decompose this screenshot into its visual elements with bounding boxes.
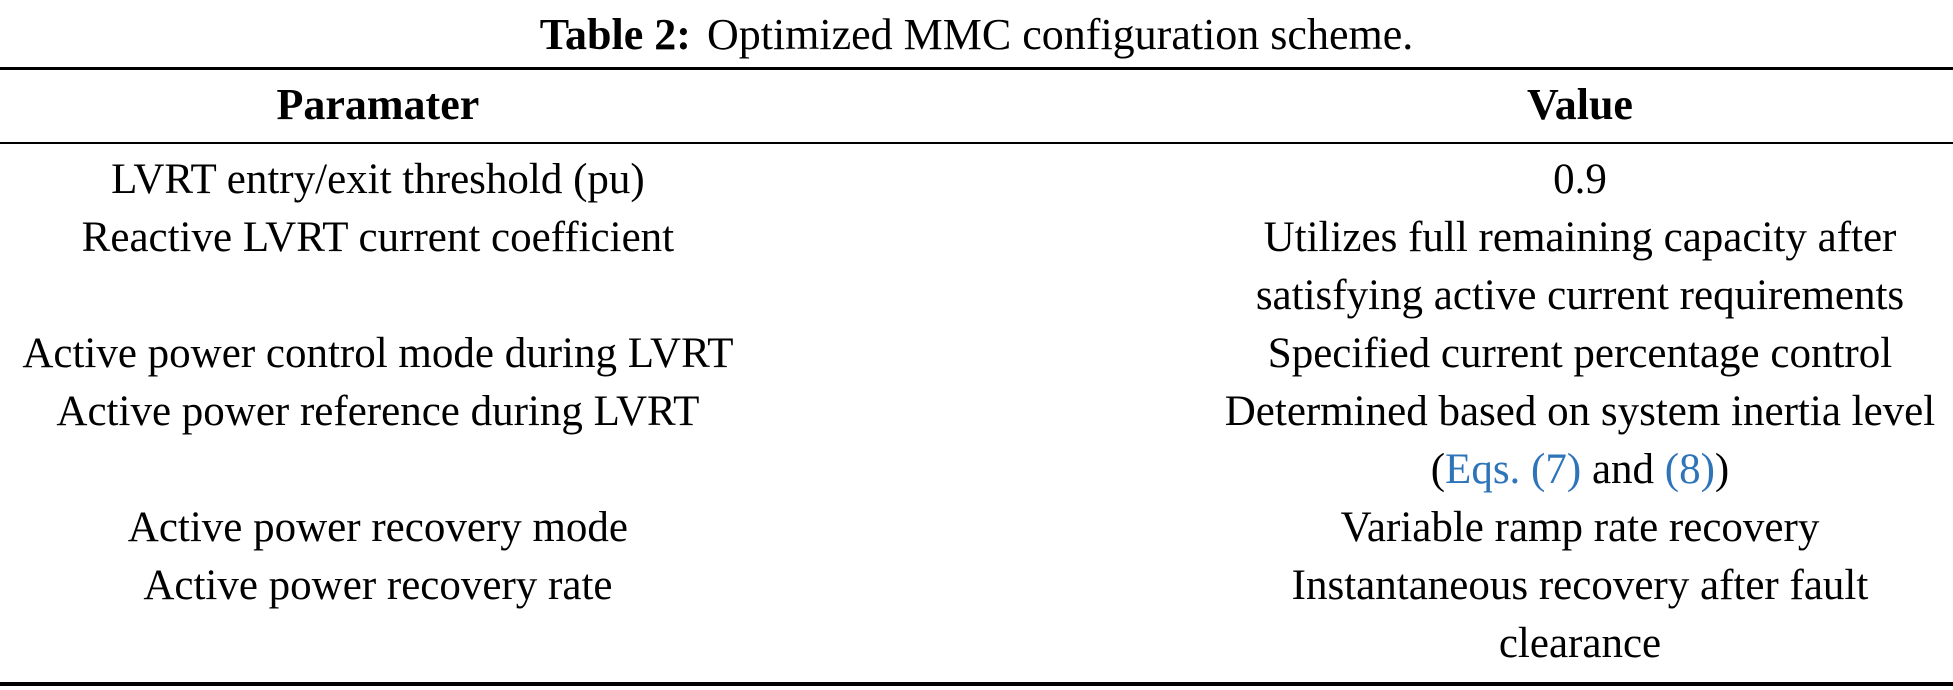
value-text: Instantaneous recovery after fault clear… <box>1291 562 1869 667</box>
column-gap <box>756 557 1207 673</box>
equation-link[interactable]: Eqs. (7) <box>1445 446 1582 493</box>
equation-link[interactable]: (8) <box>1664 446 1715 493</box>
table-header-rule <box>0 142 1953 144</box>
parameter-cell: Reactive LVRT current coefficient <box>81 214 675 261</box>
column-gap <box>756 499 1207 557</box>
column-gap <box>756 209 1207 325</box>
table-top-rule <box>0 67 1953 70</box>
caption-text: Optimized MMC configuration scheme. <box>706 10 1414 59</box>
column-gap <box>756 151 1207 209</box>
parameter-cell: LVRT entry/exit threshold (pu) <box>111 156 645 203</box>
table-row: Active power recovery rate Instantaneous … <box>0 557 1953 673</box>
table-caption: Table 2: Optimized MMC configuration sche… <box>0 0 1953 67</box>
value-cell: Determined based on system inertia level… <box>1207 383 1953 499</box>
parameter-cell: Active power reference during LVRT <box>56 388 700 435</box>
value-cell: 0.9 <box>1207 151 1953 209</box>
value-text: Specified current percentage control <box>1267 330 1893 377</box>
column-header-value: Value <box>1527 80 1633 129</box>
table-body: LVRT entry/exit threshold (pu) 0.9 Reactiv… <box>0 144 1953 682</box>
value-text: 0.9 <box>1553 156 1607 203</box>
column-gap <box>756 325 1207 383</box>
value-cell: Variable ramp rate recovery <box>1207 499 1953 557</box>
column-gap <box>756 82 1207 128</box>
parameter-cell: Active power control mode during LVRT <box>22 330 734 377</box>
table-row: Reactive LVRT current coefficient Utilize… <box>0 209 1953 325</box>
parameter-cell: Active power recovery mode <box>127 504 629 551</box>
value-text: and <box>1581 446 1665 493</box>
value-cell: Instantaneous recovery after fault clear… <box>1207 557 1953 673</box>
table-row: LVRT entry/exit threshold (pu) 0.9 <box>0 151 1953 209</box>
column-header-parameter: Paramater <box>276 80 480 129</box>
value-text: Utilizes full remaining capacity after s… <box>1255 214 1905 319</box>
table-row: Active power control mode during LVRT Spe… <box>0 325 1953 383</box>
value-text: ) <box>1714 446 1730 493</box>
table-header-row: Paramater Value <box>0 70 1953 142</box>
column-gap <box>756 383 1207 499</box>
table-row: Active power reference during LVRT Determ… <box>0 383 1953 499</box>
value-text: Variable ramp rate recovery <box>1340 504 1820 551</box>
value-cell: Specified current percentage control <box>1207 325 1953 383</box>
caption-label: Table 2: <box>539 10 691 59</box>
parameter-cell: Active power recovery rate <box>143 562 613 609</box>
table-row: Active power recovery mode Variable ramp … <box>0 499 1953 557</box>
value-text: Determined based on system inertia level… <box>1224 388 1936 493</box>
table-bottom-rule <box>0 682 1953 686</box>
value-cell: Utilizes full remaining capacity after s… <box>1207 209 1953 325</box>
